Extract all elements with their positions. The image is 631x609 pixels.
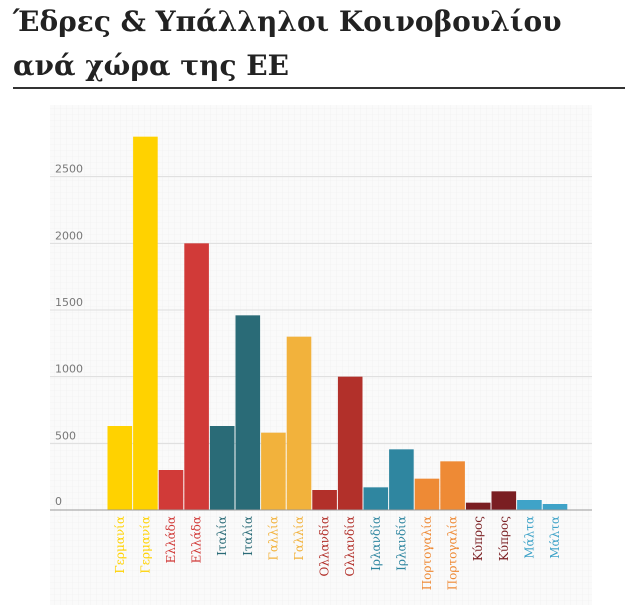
y-tick-label: 1500 [55,296,83,309]
bars [107,136,568,511]
x-tick-label: Γαλλία [292,516,306,560]
y-tick-label: 0 [55,495,62,508]
bar [133,136,158,510]
bar [363,487,389,510]
y-tick-label: 2000 [55,229,83,242]
x-tick-label: Ολλανδία [318,516,332,576]
bar [414,478,440,510]
x-tick-label: Μάλτα [522,516,536,559]
x-tick-label: Ιρλανδία [394,516,408,571]
bar [158,470,184,510]
x-tick-label: Μάλτα [548,516,562,559]
x-tick-label: Πορτογαλία [446,516,460,590]
bar [337,376,363,510]
title-underline [13,87,625,89]
bar [184,243,209,511]
bar [517,500,542,510]
x-tick-label: Ελλάδα [164,516,178,563]
bar [389,449,414,510]
x-tick-label: Ολλανδία [343,516,357,576]
bar [209,426,235,510]
bar [286,336,312,510]
y-tick-label: 1000 [55,363,83,376]
x-tick-label: Γερμανία [113,516,127,574]
x-axis-labels: Γερμανία Γερμανία Ελλάδα Ελλάδα Ιταλία Ιταλία… [113,516,562,591]
y-tick-label: 2500 [55,163,83,176]
x-tick-label: Ιρλανδία [369,516,383,571]
bar [235,315,261,510]
bar [261,432,286,510]
x-tick-label: Κύπρος [471,516,485,561]
x-tick-label: Γερμανία [138,516,152,574]
chart-title: Έδρες & Υπάλληλοι Κοινοβουλίου ανά χώρα … [13,5,562,82]
x-tick-label: Πορτογαλία [420,516,434,590]
bar [312,490,337,510]
x-tick-label: Κύπρος [497,516,511,561]
bar [491,491,517,510]
y-axis-ticks: 0 500 1000 1500 2000 2500 [55,163,83,508]
x-tick-label: Ελλάδα [190,516,204,563]
bar [440,461,465,510]
x-tick-label: Ιταλία [215,516,229,556]
bar [107,426,133,510]
bar [465,502,491,510]
x-tick-label: Ιταλία [241,516,255,556]
y-tick-label: 500 [55,429,76,442]
x-tick-label: Γαλλία [266,516,280,560]
bar [542,504,568,510]
